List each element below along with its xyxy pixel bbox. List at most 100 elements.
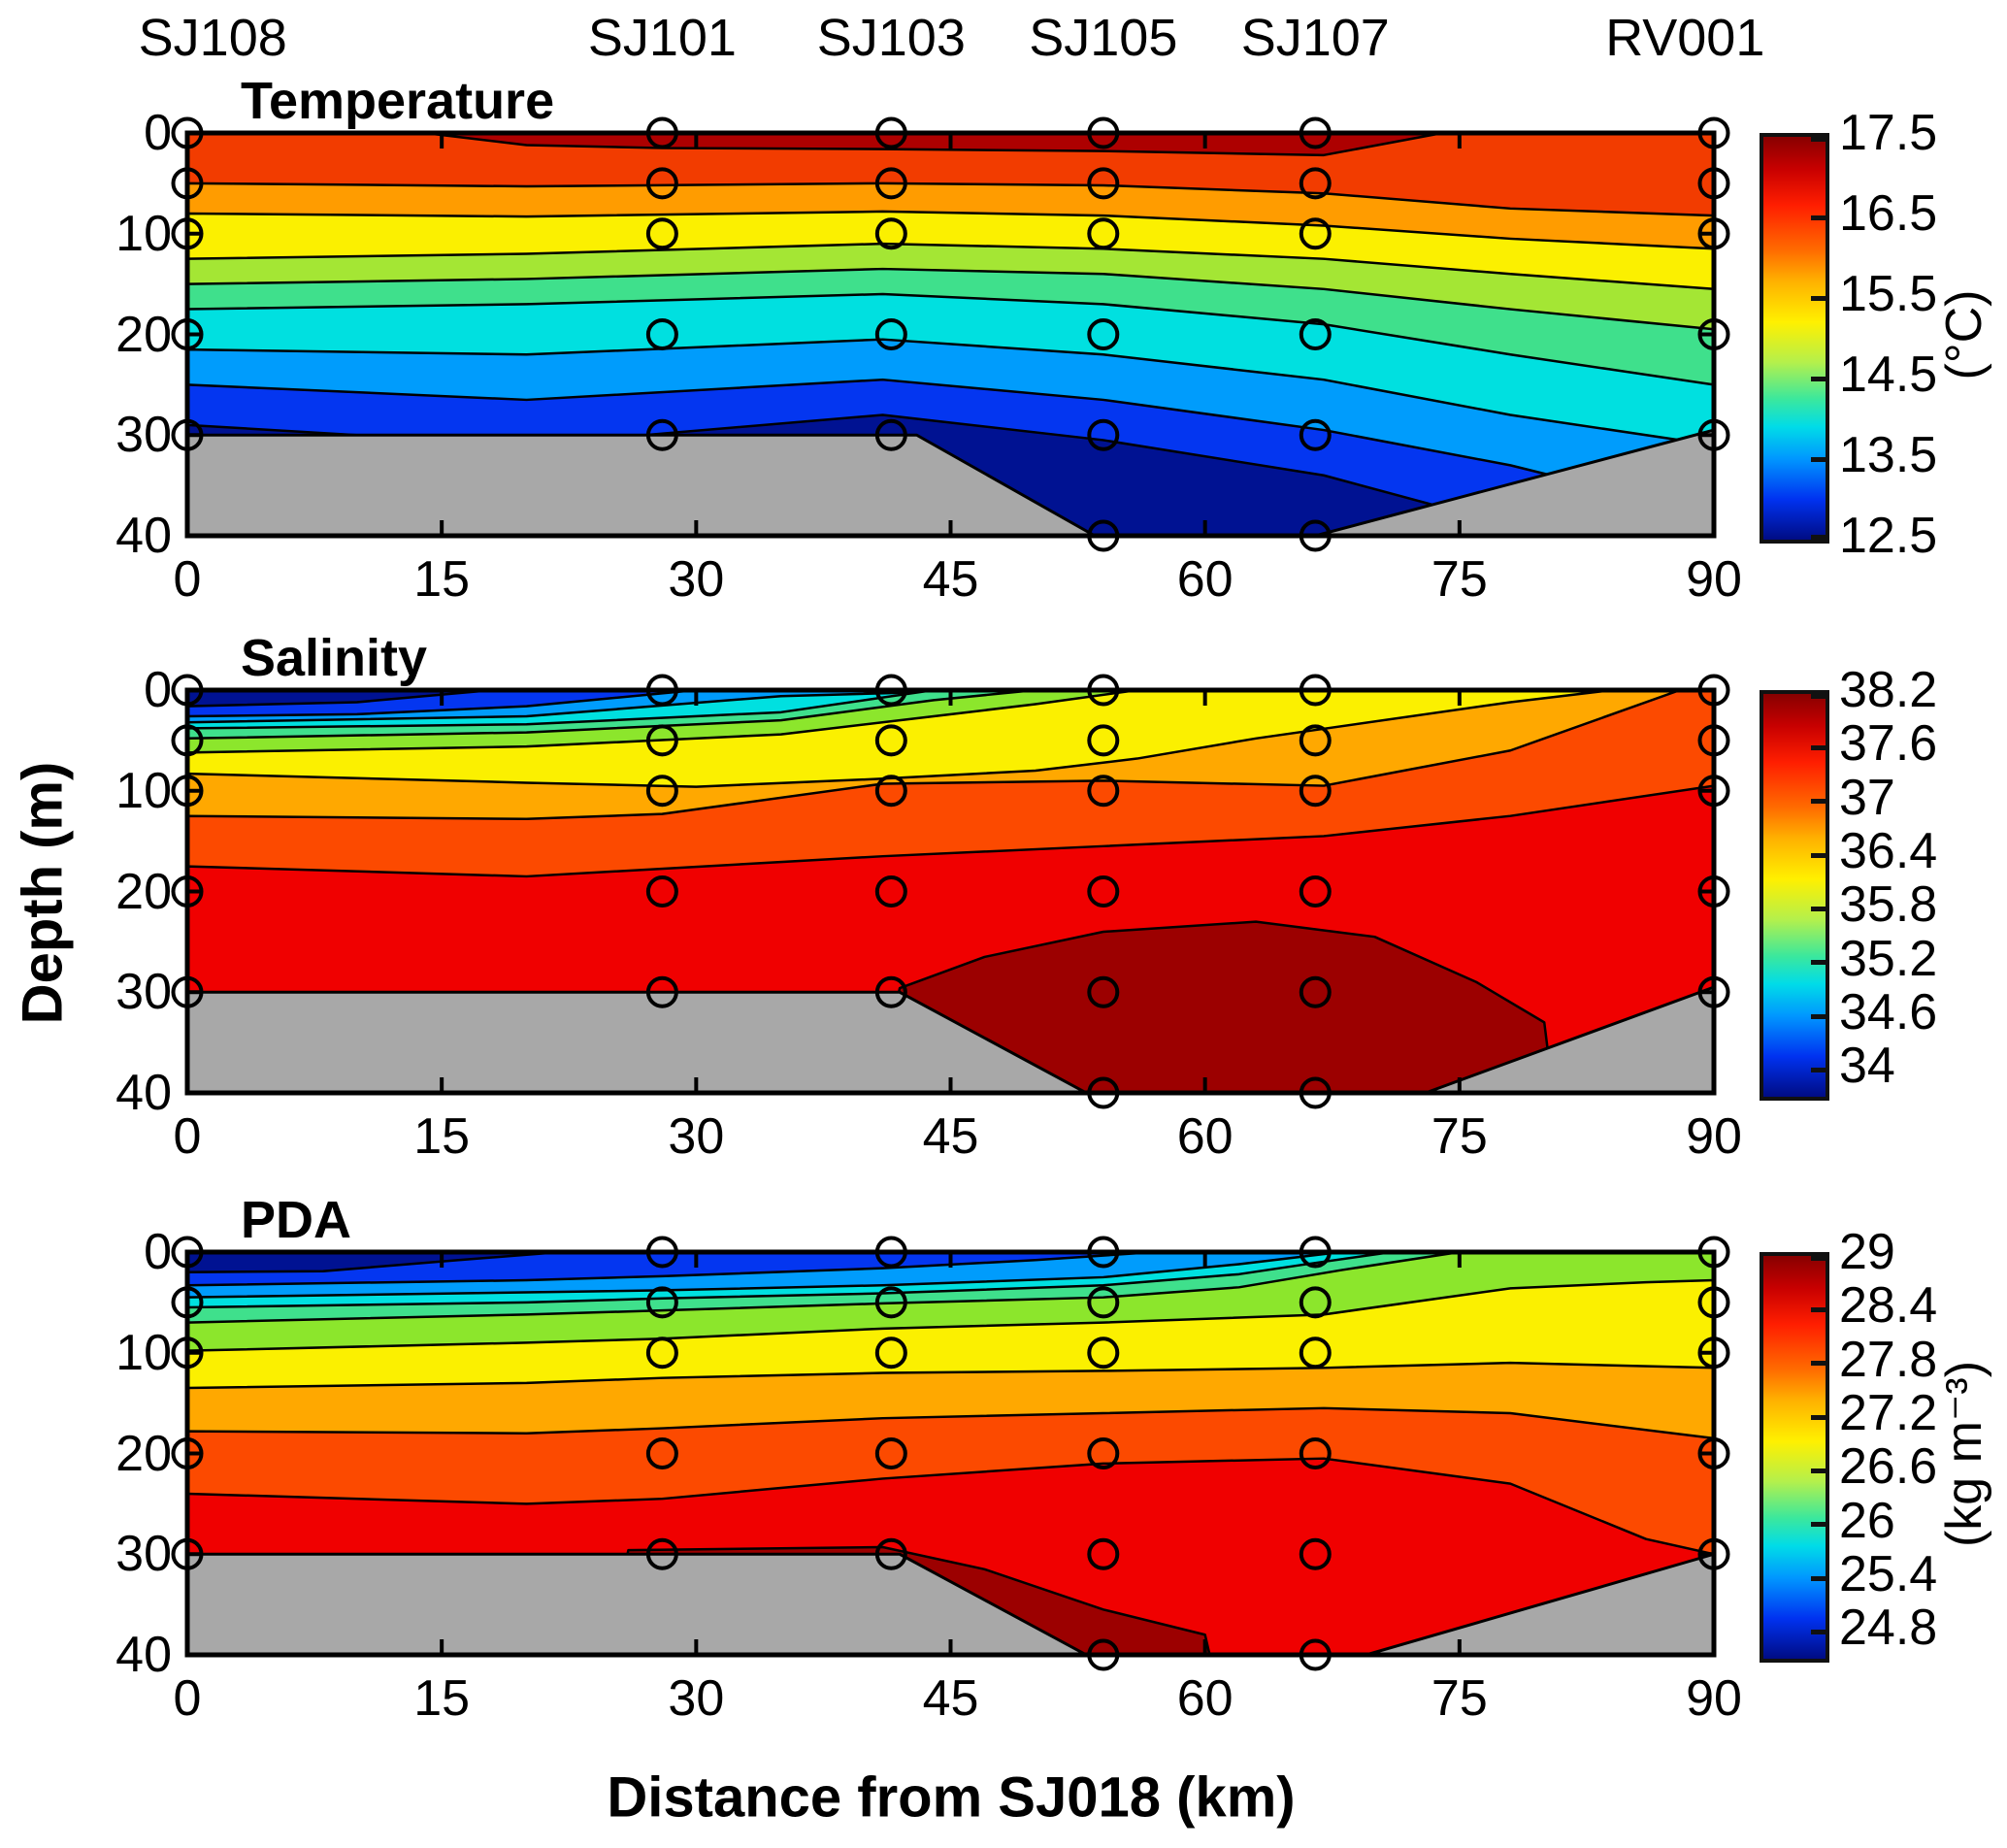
station-label-sj105: SJ105 <box>1029 9 1178 67</box>
y-tick-label: 20 <box>115 306 172 363</box>
colorbar-unit-pda: (kg m⁻³) <box>1936 1360 1992 1547</box>
seafloor-salinity <box>187 990 1088 1093</box>
colorbar-tick <box>1811 1414 1826 1420</box>
sample-point-sj107-40m <box>1299 1638 1332 1671</box>
sample-point-rv001-0m <box>1697 116 1730 149</box>
colorbar-tick-label: 25.4 <box>1839 1546 1938 1602</box>
sample-point-sj101-30m <box>645 975 678 1008</box>
sample-point-sj107-30m <box>1299 975 1332 1008</box>
sample-point-sj108-10m <box>171 1336 204 1370</box>
colorbar-tick-label: 24.8 <box>1839 1600 1938 1657</box>
sample-point-sj103-5m <box>874 724 907 757</box>
y-tick-label: 40 <box>115 508 172 564</box>
sample-point-sj107-40m <box>1299 1076 1332 1109</box>
panel-title-temperature: Temperature <box>241 72 555 130</box>
sample-point-sj101-0m <box>645 1236 678 1269</box>
pda-contour-bands <box>187 1252 1714 1655</box>
colorbar-tick-label: 27.2 <box>1839 1385 1938 1441</box>
colorbar-tick <box>1811 906 1826 911</box>
temperature-contour-plot <box>171 116 1730 552</box>
sample-point-sj101-10m <box>645 217 678 250</box>
sample-point-sj103-5m <box>874 1286 907 1319</box>
colorbar-tick <box>1811 1067 1826 1072</box>
sample-point-sj107-0m <box>1299 674 1332 707</box>
y-tick-label: 20 <box>115 1425 172 1482</box>
x-axis-label: Distance from SJ018 (km) <box>607 1766 1296 1830</box>
sample-point-sj107-30m <box>1299 418 1332 451</box>
sample-point-rv001-5m <box>1697 167 1730 200</box>
sample-point-sj108-0m <box>171 116 204 149</box>
y-tick-label: 0 <box>144 1224 172 1280</box>
sample-point-sj107-5m <box>1299 167 1332 200</box>
sample-point-sj103-0m <box>874 1236 907 1269</box>
panel-title-salinity: Salinity <box>241 629 428 687</box>
colorbar-tick <box>1811 137 1826 142</box>
sample-point-sj101-20m <box>645 318 678 350</box>
sample-point-sj108-5m <box>171 1286 204 1319</box>
x-tick-label: 75 <box>1431 1108 1488 1165</box>
colorbar-tick <box>1811 852 1826 858</box>
x-tick-label: 15 <box>413 551 471 608</box>
x-tick-label: 0 <box>173 1670 202 1727</box>
colorbar-tick <box>1811 1013 1826 1019</box>
sample-point-sj101-10m <box>645 775 678 808</box>
sample-point-sj105-0m <box>1087 674 1120 707</box>
x-tick-label: 45 <box>922 1108 979 1165</box>
x-tick-label: 75 <box>1431 1670 1488 1727</box>
sample-point-sj107-5m <box>1299 1286 1332 1319</box>
station-label-sj108: SJ108 <box>138 9 287 67</box>
y-tick-label: 40 <box>115 1065 172 1121</box>
sample-point-sj105-10m <box>1087 217 1120 250</box>
sample-point-sj105-5m <box>1087 724 1120 757</box>
sample-point-rv001-0m <box>1697 674 1730 707</box>
sample-point-sj105-40m <box>1087 1076 1120 1109</box>
sample-point-rv001-20m <box>1697 1437 1730 1469</box>
colorbar-tick-label: 26 <box>1839 1492 1895 1549</box>
y-tick-label: 10 <box>115 1324 172 1381</box>
seafloor-temperature <box>187 433 1097 536</box>
sample-point-sj103-20m <box>874 1437 907 1469</box>
seafloor-temperature <box>1313 428 1714 536</box>
sample-point-sj108-20m <box>171 318 204 350</box>
sample-point-sj105-0m <box>1087 1236 1120 1269</box>
sample-point-sj107-0m <box>1299 1236 1332 1269</box>
sample-point-sj101-0m <box>645 116 678 149</box>
x-tick-label: 90 <box>1686 1670 1742 1727</box>
x-tick-label: 90 <box>1686 551 1742 608</box>
sample-point-sj105-30m <box>1087 975 1120 1008</box>
sample-point-sj108-30m <box>171 975 204 1008</box>
colorbar-tick <box>1811 1468 1826 1473</box>
sample-point-sj107-20m <box>1299 1437 1332 1469</box>
sample-point-sj105-30m <box>1087 1537 1120 1570</box>
colorbar-tick-label: 29 <box>1839 1224 1895 1280</box>
sample-point-sj103-30m <box>874 418 907 451</box>
sample-point-sj101-30m <box>645 418 678 451</box>
x-tick-label: 90 <box>1686 1108 1742 1165</box>
temperature-contour-bands <box>187 133 1714 536</box>
y-tick-label: 40 <box>115 1627 172 1683</box>
sample-point-sj107-40m <box>1299 519 1332 552</box>
colorbar-tick <box>1811 376 1826 381</box>
sample-point-rv001-10m <box>1697 775 1730 808</box>
sample-point-sj103-5m <box>874 167 907 200</box>
x-tick-label: 30 <box>668 1108 725 1165</box>
sample-point-sj107-30m <box>1299 1537 1332 1570</box>
salinity-contour-plot <box>171 674 1730 1109</box>
y-tick-label: 20 <box>115 863 172 920</box>
station-label-sj103: SJ103 <box>816 9 966 67</box>
sample-point-sj107-10m <box>1299 1336 1332 1370</box>
sample-point-sj103-30m <box>874 975 907 1008</box>
colorbar-tick-label: 17.5 <box>1839 105 1938 161</box>
sample-point-rv001-10m <box>1697 217 1730 250</box>
pda-contour-plot <box>171 1236 1730 1671</box>
y-tick-label: 30 <box>115 964 172 1021</box>
sample-point-sj108-30m <box>171 418 204 451</box>
colorbar-tick <box>1811 535 1826 540</box>
sample-point-sj105-0m <box>1087 116 1120 149</box>
colorbar-tick <box>1811 744 1826 750</box>
x-tick-label: 15 <box>413 1108 471 1165</box>
colorbar-tick <box>1811 799 1826 805</box>
colorbar-unit-temperature: (°C) <box>1936 289 1992 380</box>
sample-point-rv001-20m <box>1697 318 1730 350</box>
